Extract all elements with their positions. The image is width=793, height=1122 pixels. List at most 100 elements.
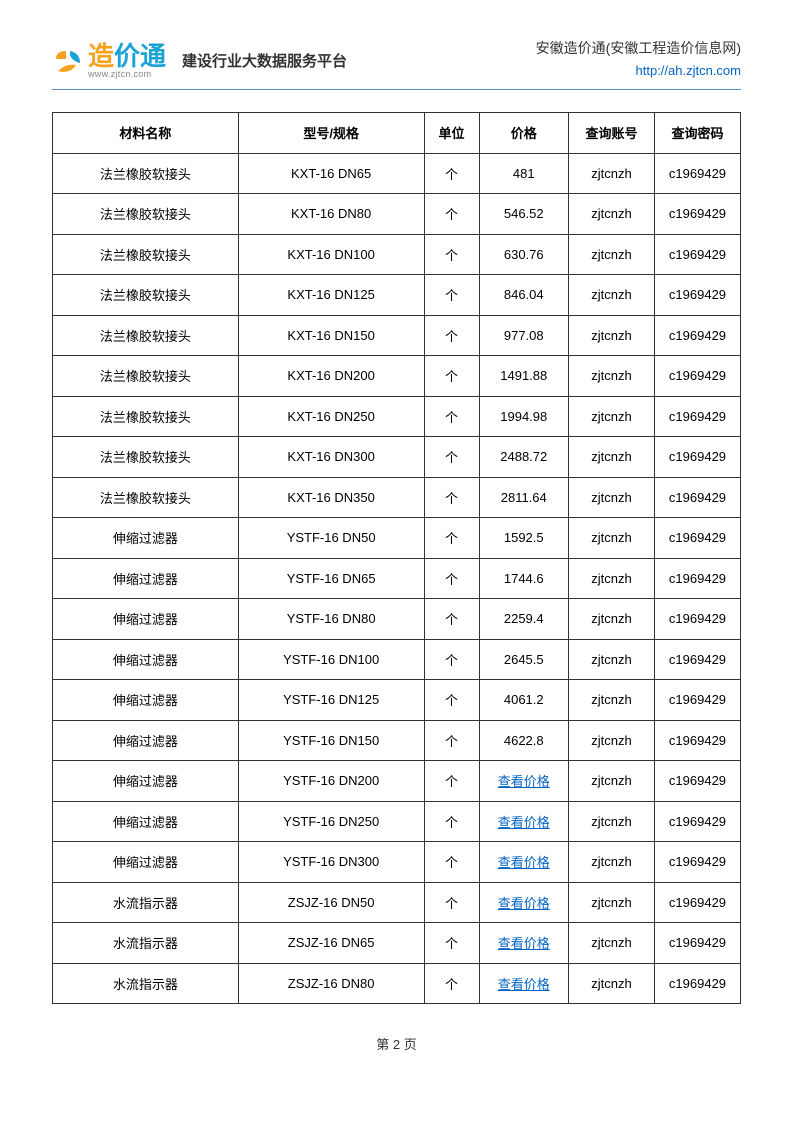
cell-unit: 个 xyxy=(424,720,479,761)
cell-model: YSTF-16 DN50 xyxy=(238,518,424,559)
table-row: 法兰橡胶软接头KXT-16 DN300个2488.72zjtcnzhc19694… xyxy=(53,437,741,478)
table-row: 伸缩过滤器YSTF-16 DN250个查看价格zjtcnzhc1969429 xyxy=(53,801,741,842)
view-price-link[interactable]: 查看价格 xyxy=(498,774,550,789)
cell-password: c1969429 xyxy=(654,437,740,478)
cell-name: 伸缩过滤器 xyxy=(53,558,239,599)
table-row: 法兰橡胶软接头KXT-16 DN100个630.76zjtcnzhc196942… xyxy=(53,234,741,275)
cell-price: 977.08 xyxy=(479,315,568,356)
cell-model: YSTF-16 DN200 xyxy=(238,761,424,802)
table-row: 伸缩过滤器YSTF-16 DN150个4622.8zjtcnzhc1969429 xyxy=(53,720,741,761)
logo: 造价通 www.zjtcn.com xyxy=(52,43,166,79)
cell-unit: 个 xyxy=(424,842,479,883)
cell-password: c1969429 xyxy=(654,720,740,761)
cell-account: zjtcnzh xyxy=(568,396,654,437)
cell-unit: 个 xyxy=(424,801,479,842)
source-link[interactable]: http://ah.zjtcn.com xyxy=(636,63,742,78)
view-price-link[interactable]: 查看价格 xyxy=(498,855,550,870)
logo-text-group: 造价通 www.zjtcn.com xyxy=(88,43,166,79)
cell-price: 查看价格 xyxy=(479,963,568,1004)
cell-account: zjtcnzh xyxy=(568,801,654,842)
cell-price: 1994.98 xyxy=(479,396,568,437)
cell-model: ZSJZ-16 DN65 xyxy=(238,923,424,964)
cell-name: 伸缩过滤器 xyxy=(53,639,239,680)
source-title: 安徽造价通(安徽工程造价信息网) xyxy=(536,38,741,59)
page-number: 第 2 页 xyxy=(376,1037,416,1052)
cell-name: 伸缩过滤器 xyxy=(53,801,239,842)
cell-account: zjtcnzh xyxy=(568,923,654,964)
cell-model: KXT-16 DN350 xyxy=(238,477,424,518)
cell-password: c1969429 xyxy=(654,639,740,680)
table-row: 法兰橡胶软接头KXT-16 DN250个1994.98zjtcnzhc19694… xyxy=(53,396,741,437)
cell-password: c1969429 xyxy=(654,356,740,397)
table-row: 水流指示器ZSJZ-16 DN50个查看价格zjtcnzhc1969429 xyxy=(53,882,741,923)
cell-name: 伸缩过滤器 xyxy=(53,720,239,761)
cell-model: YSTF-16 DN150 xyxy=(238,720,424,761)
cell-name: 法兰橡胶软接头 xyxy=(53,275,239,316)
cell-password: c1969429 xyxy=(654,882,740,923)
cell-model: KXT-16 DN100 xyxy=(238,234,424,275)
cell-name: 伸缩过滤器 xyxy=(53,518,239,559)
cell-price: 查看价格 xyxy=(479,761,568,802)
cell-account: zjtcnzh xyxy=(568,356,654,397)
cell-name: 伸缩过滤器 xyxy=(53,842,239,883)
header-right: 安徽造价通(安徽工程造价信息网) http://ah.zjtcn.com xyxy=(536,38,741,83)
cell-name: 法兰橡胶软接头 xyxy=(53,477,239,518)
cell-account: zjtcnzh xyxy=(568,234,654,275)
cell-name: 水流指示器 xyxy=(53,963,239,1004)
table-row: 伸缩过滤器YSTF-16 DN65个1744.6zjtcnzhc1969429 xyxy=(53,558,741,599)
cell-account: zjtcnzh xyxy=(568,153,654,194)
cell-account: zjtcnzh xyxy=(568,680,654,721)
cell-account: zjtcnzh xyxy=(568,639,654,680)
cell-model: YSTF-16 DN80 xyxy=(238,599,424,640)
col-header-name: 材料名称 xyxy=(53,113,239,154)
view-price-link[interactable]: 查看价格 xyxy=(498,977,550,992)
cell-model: ZSJZ-16 DN50 xyxy=(238,882,424,923)
header-left: 造价通 www.zjtcn.com 建设行业大数据服务平台 xyxy=(52,43,347,79)
cell-password: c1969429 xyxy=(654,801,740,842)
logo-char-2: 价 xyxy=(114,41,140,71)
cell-price: 查看价格 xyxy=(479,801,568,842)
table-row: 法兰橡胶软接头KXT-16 DN80个546.52zjtcnzhc1969429 xyxy=(53,194,741,235)
cell-price: 2811.64 xyxy=(479,477,568,518)
cell-account: zjtcnzh xyxy=(568,761,654,802)
cell-price: 846.04 xyxy=(479,275,568,316)
cell-price: 2259.4 xyxy=(479,599,568,640)
table-header-row: 材料名称 型号/规格 单位 价格 查询账号 查询密码 xyxy=(53,113,741,154)
cell-price: 查看价格 xyxy=(479,882,568,923)
cell-unit: 个 xyxy=(424,518,479,559)
page-header: 造价通 www.zjtcn.com 建设行业大数据服务平台 安徽造价通(安徽工程… xyxy=(52,38,741,90)
cell-price: 481 xyxy=(479,153,568,194)
cell-price: 1744.6 xyxy=(479,558,568,599)
table-row: 伸缩过滤器YSTF-16 DN125个4061.2zjtcnzhc1969429 xyxy=(53,680,741,721)
cell-unit: 个 xyxy=(424,477,479,518)
cell-price: 2488.72 xyxy=(479,437,568,478)
cell-price: 查看价格 xyxy=(479,842,568,883)
table-row: 法兰橡胶软接头KXT-16 DN150个977.08zjtcnzhc196942… xyxy=(53,315,741,356)
cell-name: 水流指示器 xyxy=(53,882,239,923)
cell-model: KXT-16 DN125 xyxy=(238,275,424,316)
cell-name: 法兰橡胶软接头 xyxy=(53,315,239,356)
cell-model: ZSJZ-16 DN80 xyxy=(238,963,424,1004)
cell-name: 法兰橡胶软接头 xyxy=(53,234,239,275)
cell-password: c1969429 xyxy=(654,599,740,640)
view-price-link[interactable]: 查看价格 xyxy=(498,815,550,830)
view-price-link[interactable]: 查看价格 xyxy=(498,936,550,951)
table-row: 水流指示器ZSJZ-16 DN65个查看价格zjtcnzhc1969429 xyxy=(53,923,741,964)
cell-model: YSTF-16 DN125 xyxy=(238,680,424,721)
table-row: 伸缩过滤器YSTF-16 DN80个2259.4zjtcnzhc1969429 xyxy=(53,599,741,640)
cell-account: zjtcnzh xyxy=(568,315,654,356)
view-price-link[interactable]: 查看价格 xyxy=(498,896,550,911)
cell-password: c1969429 xyxy=(654,963,740,1004)
cell-unit: 个 xyxy=(424,315,479,356)
logo-char-3: 通 xyxy=(140,41,166,71)
cell-model: YSTF-16 DN65 xyxy=(238,558,424,599)
cell-model: KXT-16 DN200 xyxy=(238,356,424,397)
platform-title: 建设行业大数据服务平台 xyxy=(182,50,347,71)
cell-unit: 个 xyxy=(424,963,479,1004)
cell-unit: 个 xyxy=(424,396,479,437)
cell-account: zjtcnzh xyxy=(568,518,654,559)
cell-password: c1969429 xyxy=(654,153,740,194)
cell-price: 4061.2 xyxy=(479,680,568,721)
table-row: 伸缩过滤器YSTF-16 DN50个1592.5zjtcnzhc1969429 xyxy=(53,518,741,559)
table-row: 法兰橡胶软接头KXT-16 DN65个481zjtcnzhc1969429 xyxy=(53,153,741,194)
